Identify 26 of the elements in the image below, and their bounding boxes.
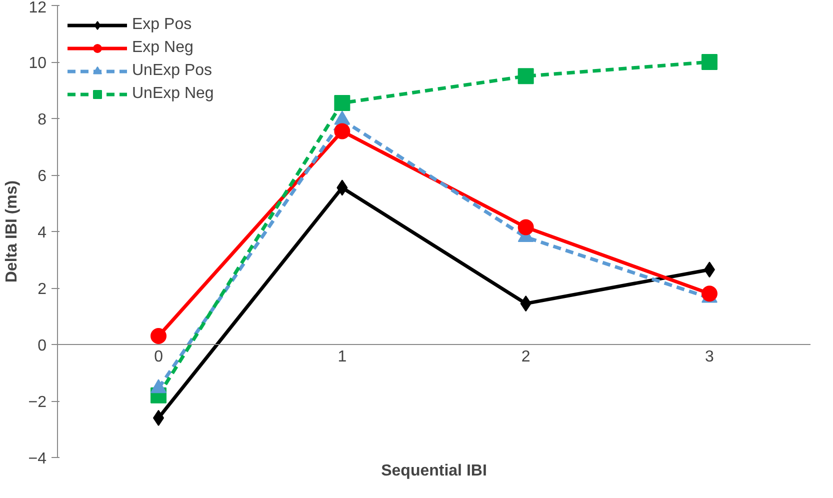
point [701, 286, 718, 302]
y-tick-label: 12 [28, 0, 47, 16]
legend-label: UnExp Pos [132, 62, 212, 80]
x-tick-label: 2 [521, 348, 530, 366]
y-tick-label: 8 [38, 112, 47, 128]
y-tick-label: 6 [38, 168, 47, 185]
point [334, 94, 350, 111]
x-tick-label: 0 [154, 348, 164, 366]
point [701, 54, 718, 70]
point [518, 219, 534, 236]
legend-label: Exp Neg [132, 39, 194, 57]
y-axis-title: Delta IBI (ms) [3, 180, 20, 283]
legend-label: UnExp Neg [132, 85, 214, 103]
y-tick-label: 10 [28, 55, 47, 72]
legend-label: Exp Pos [132, 16, 192, 34]
y-tick-label: −4 [28, 450, 47, 468]
y-tick-label: −2 [28, 394, 47, 411]
y-tick-label: 2 [38, 281, 47, 298]
point [150, 328, 167, 344]
point [334, 123, 350, 140]
x-tick-label: 1 [338, 348, 347, 366]
y-tick-label: 4 [38, 224, 47, 242]
point [518, 68, 534, 84]
y-tick-label: 0 [38, 338, 47, 354]
x-axis-title: Sequential IBI [381, 462, 487, 480]
x-tick-label: 3 [705, 348, 714, 366]
